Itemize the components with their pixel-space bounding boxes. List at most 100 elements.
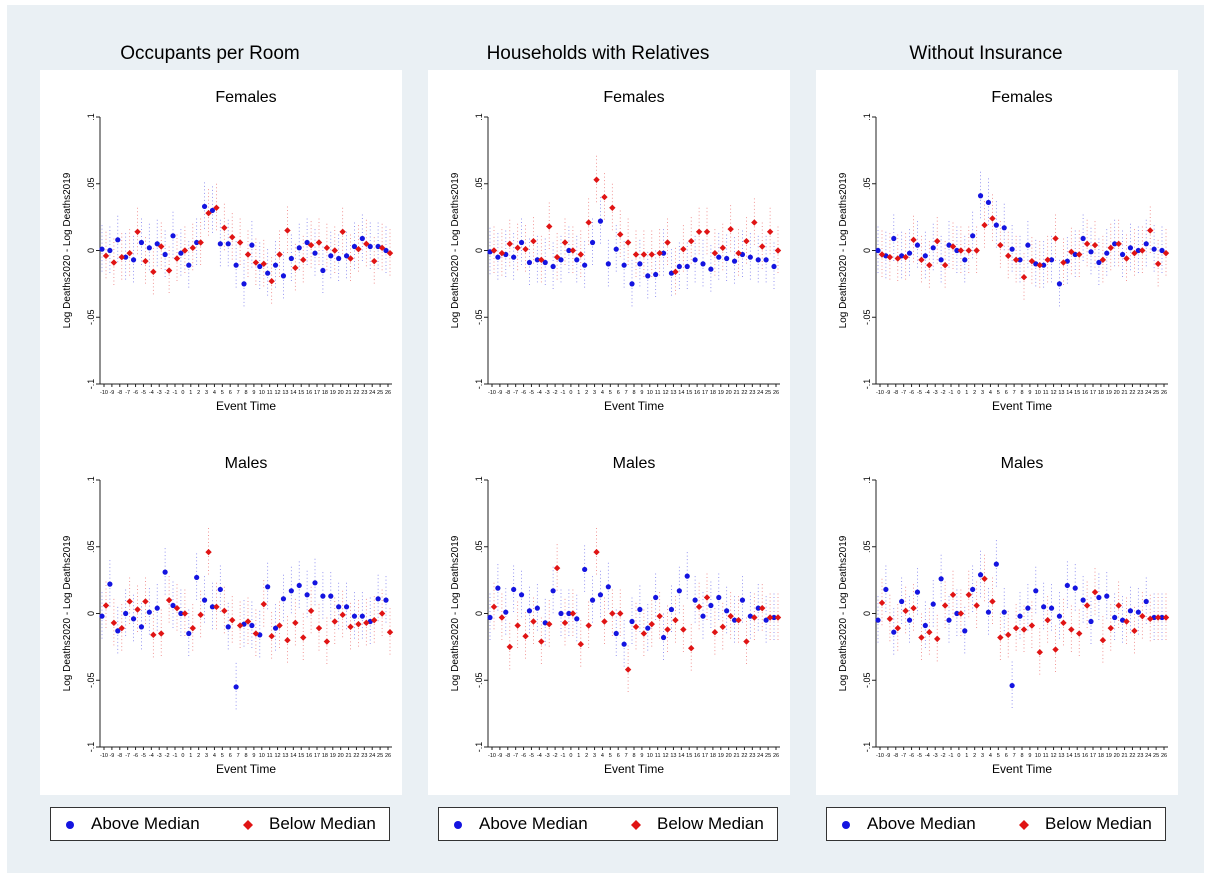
y-tick-label: -.1	[474, 379, 484, 390]
point-below-median	[569, 610, 577, 617]
subplot-title: Females	[215, 89, 276, 106]
point-above-median	[511, 254, 517, 260]
x-tick-label: 2	[973, 753, 976, 759]
x-tick-label: 17	[1090, 753, 1096, 759]
x-tick-label: 19	[330, 390, 336, 396]
point-below-median	[331, 247, 338, 254]
point-below-median	[585, 622, 592, 629]
point-below-median	[118, 624, 125, 632]
point-below-median	[347, 255, 354, 262]
x-tick-label: 6	[229, 390, 232, 396]
x-tick-label: 16	[306, 390, 312, 396]
point-below-median	[1139, 247, 1146, 254]
point-below-median	[260, 260, 267, 268]
x-tick-label: 13	[670, 753, 676, 759]
point-above-median	[487, 614, 493, 621]
x-tick-label: -5	[529, 753, 534, 759]
x-tick-label: -1	[949, 390, 954, 396]
point-above-median	[495, 254, 501, 260]
x-tick-label: 2	[585, 390, 588, 396]
point-below-median	[727, 612, 734, 620]
point-above-median	[328, 253, 334, 259]
blue-circle-marker-icon	[66, 821, 74, 829]
point-above-median	[154, 605, 160, 611]
x-tick-label: -10	[488, 390, 496, 396]
point-below-median	[997, 634, 1004, 641]
point-above-median	[613, 246, 619, 252]
subplot-title: Males	[613, 455, 656, 472]
x-tick-label: 10	[647, 390, 653, 396]
x-tick-label: -2	[165, 753, 170, 759]
point-below-median	[371, 616, 378, 624]
legend-label-below: Below Median	[269, 814, 376, 833]
point-below-median	[878, 251, 886, 258]
point-below-median	[981, 221, 988, 229]
x-tick-label: 7	[237, 753, 240, 759]
point-above-median	[962, 257, 968, 263]
point-below-median	[640, 251, 648, 258]
point-below-median	[300, 256, 307, 264]
x-tick-label: 24	[1145, 390, 1151, 396]
x-axis-label: Event Time	[216, 762, 276, 776]
point-below-median	[538, 638, 545, 645]
y-tick-label: -.1	[86, 379, 96, 390]
point-below-median	[719, 244, 726, 252]
x-tick-label: 14	[290, 753, 296, 759]
x-tick-label: -3	[545, 390, 550, 396]
x-tick-label: 9	[252, 390, 255, 396]
point-above-median	[914, 242, 921, 248]
point-below-median	[949, 243, 957, 250]
point-below-median	[363, 619, 370, 627]
point-above-median	[336, 604, 342, 610]
point-above-median	[597, 218, 604, 224]
x-tick-label: 23	[749, 753, 755, 759]
point-below-median	[1068, 626, 1075, 633]
point-above-median	[582, 566, 588, 573]
point-above-median	[1025, 242, 1031, 248]
x-tick-label: 22	[353, 390, 359, 396]
point-above-median	[970, 233, 976, 239]
y-tick-label: .1	[86, 113, 96, 121]
x-tick-label: 19	[718, 753, 724, 759]
point-above-median	[763, 617, 769, 623]
point-below-median	[878, 599, 886, 607]
x-tick-label: 15	[686, 753, 692, 759]
point-below-median	[680, 626, 687, 633]
point-above-median	[637, 606, 643, 613]
point-above-median	[582, 262, 588, 268]
x-tick-label: -9	[109, 753, 114, 759]
x-tick-label: 3	[981, 753, 984, 759]
point-above-median	[692, 257, 698, 263]
x-tick-label: 19	[1106, 390, 1112, 396]
legend-label-above: Above Median	[479, 814, 588, 833]
x-tick-label: 18	[710, 390, 716, 396]
x-tick-label: 17	[702, 753, 708, 759]
point-below-median	[1115, 602, 1122, 609]
x-tick-label: -3	[157, 753, 162, 759]
point-above-median	[962, 628, 968, 634]
panel-svg: Females -.1 -.05 0 .05 .1 Log Deaths2020 - Log…	[838, 89, 1170, 776]
point-above-median	[526, 259, 533, 266]
x-tick-label: 8	[1020, 390, 1023, 396]
point-above-median	[288, 255, 294, 262]
x-tick-label: 18	[322, 390, 328, 396]
point-below-median	[561, 239, 569, 246]
subplot-females: Females -.1 -.05 0 .05 .1 Log Deaths2020 - Log…	[838, 89, 1170, 413]
point-below-median	[656, 249, 663, 257]
y-tick-label: -.1	[862, 379, 872, 390]
x-axis-label: Event Time	[604, 399, 664, 413]
x-tick-label: 0	[569, 390, 572, 396]
point-below-median	[695, 603, 703, 611]
point-below-median	[648, 620, 655, 628]
point-above-median	[922, 622, 928, 629]
x-tick-label: 15	[298, 753, 304, 759]
point-below-median	[260, 600, 267, 608]
point-below-median	[1115, 240, 1122, 248]
point-above-median	[550, 588, 556, 594]
subplot-females: Females -.1 -.05 0 .05 .1 Log Deaths2020 - Log…	[450, 89, 782, 413]
point-above-median	[1048, 605, 1055, 611]
point-above-median	[977, 572, 984, 578]
x-tick-label: -5	[141, 753, 146, 759]
point-below-median	[1012, 256, 1020, 264]
point-above-median	[225, 624, 231, 630]
